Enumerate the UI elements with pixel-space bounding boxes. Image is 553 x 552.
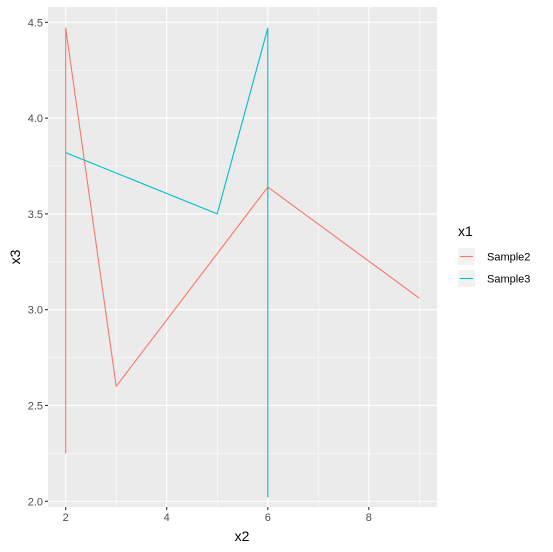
x-tick-label: 4: [164, 512, 170, 524]
y-tick-label: 2.5: [28, 400, 43, 412]
x-axis: 2 4 6 8: [63, 507, 372, 524]
y-tick-label: 3.0: [28, 305, 43, 317]
x-tick-label: 2: [63, 512, 69, 524]
series-lines: [65, 27, 420, 498]
x-tick-label: 6: [265, 512, 271, 524]
grid-minor: [48, 7, 437, 507]
y-tick-label: 4.5: [28, 17, 43, 29]
y-axis-title: x3: [7, 249, 23, 264]
y-axis: 2.0 2.5 3.0 3.5 4.0 4.5: [28, 17, 48, 508]
y-tick-label: 3.5: [28, 209, 43, 221]
plot-panel: [48, 7, 437, 507]
y-tick-label: 2.0: [28, 496, 43, 508]
x-axis-title: x2: [235, 528, 250, 544]
legend-title: x1: [458, 223, 473, 239]
legend: x1 Sample2 Sample3: [458, 223, 530, 287]
x-tick-label: 8: [366, 512, 372, 524]
legend-label: Sample3: [487, 274, 530, 286]
series-line-sample3: [65, 27, 269, 498]
series-line-sample2: [65, 27, 420, 454]
y-tick-label: 4.0: [28, 113, 43, 125]
legend-label: Sample2: [487, 252, 530, 264]
